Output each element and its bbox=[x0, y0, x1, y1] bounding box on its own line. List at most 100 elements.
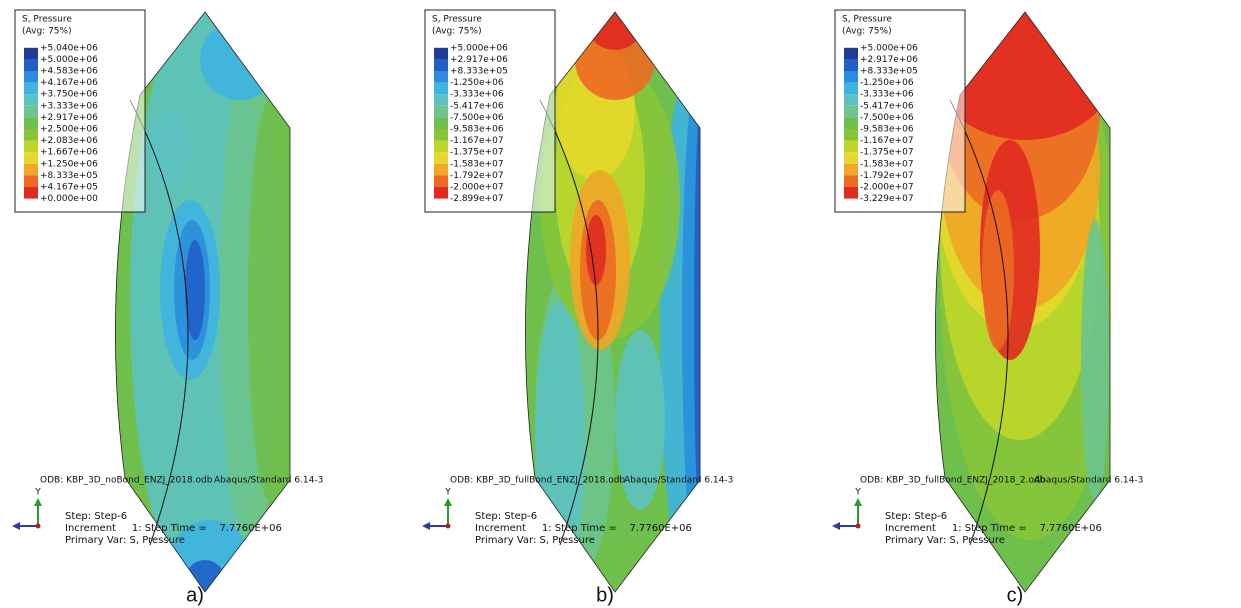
legend-label: +8.333e+05 bbox=[40, 171, 98, 181]
legend-label: -1.792e+07 bbox=[860, 171, 914, 181]
legend-swatch bbox=[24, 141, 38, 153]
legend-label: -3.333e+06 bbox=[860, 90, 914, 100]
legend-label: -9.583e+06 bbox=[450, 125, 504, 135]
legend-swatch bbox=[24, 48, 38, 60]
legend: S, Pressure(Avg: 75%)+5.000e+06+2.917e+0… bbox=[425, 10, 555, 212]
legend-swatch bbox=[434, 48, 448, 60]
legend-swatch bbox=[844, 129, 858, 141]
increment-info: Increment 1: Step Time = 7.7760E+06 bbox=[65, 523, 282, 534]
triad-y-head bbox=[444, 498, 452, 506]
legend-label: +5.000e+06 bbox=[860, 43, 918, 53]
legend-label: +5.040e+06 bbox=[40, 43, 98, 53]
legend-swatch bbox=[24, 117, 38, 129]
panel-label: a) bbox=[186, 584, 204, 606]
legend-label: -1.792e+07 bbox=[450, 171, 504, 181]
legend-label: +1.250e+06 bbox=[40, 159, 98, 169]
legend-label: +0.000e+00 bbox=[40, 194, 98, 204]
legend-swatch bbox=[434, 164, 448, 176]
legend-swatch bbox=[844, 71, 858, 83]
legend-label: +2.083e+06 bbox=[40, 136, 98, 146]
legend-swatch bbox=[24, 94, 38, 106]
legend-label: -1.167e+07 bbox=[450, 136, 504, 146]
legend-swatch bbox=[844, 106, 858, 118]
odb-name: ODB: KBP_3D_fullBond_ENZJ_2018_2.odb bbox=[860, 476, 1046, 486]
legend-label: -3.229e+07 bbox=[860, 194, 914, 204]
page: S, Pressure (Avg: 75%) +5.040e+06 +5.000e+0… bbox=[0, 0, 1241, 608]
legend-swatch bbox=[24, 59, 38, 71]
contour-band bbox=[982, 190, 1014, 350]
legend-swatch bbox=[434, 141, 448, 153]
legend-swatch bbox=[434, 71, 448, 83]
legend-swatch bbox=[844, 164, 858, 176]
contour-panel: S, Pressure(Avg: 75%)+5.000e+06+2.917e+0… bbox=[422, 0, 775, 608]
legend-avg: (Avg: 75%) bbox=[842, 27, 892, 37]
legend-swatch bbox=[24, 175, 38, 187]
legend-label: +1.667e+06 bbox=[40, 148, 98, 158]
triad-y-head bbox=[34, 498, 42, 506]
legend-label: +2.500e+06 bbox=[40, 125, 98, 135]
legend-swatch bbox=[24, 83, 38, 95]
triad-origin bbox=[446, 524, 451, 529]
legend-swatch bbox=[24, 164, 38, 176]
legend: S, Pressure (Avg: 75%) +5.000e+06 +2.917e+0… bbox=[835, 10, 965, 212]
legend-swatch bbox=[434, 152, 448, 164]
contour-band bbox=[150, 110, 190, 190]
legend-swatch bbox=[24, 106, 38, 118]
legend-title: S, Pressure bbox=[432, 15, 482, 25]
legend-label: -2.000e+07 bbox=[860, 183, 914, 193]
contour-panel: S, Pressure (Avg: 75%) +5.000e+06 +2.917e+0… bbox=[832, 0, 1185, 608]
triad-axis-label: Y bbox=[444, 488, 451, 498]
legend-label: -1.375e+07 bbox=[860, 148, 914, 158]
legend-swatch bbox=[24, 71, 38, 83]
legend-label: +5.000e+06 bbox=[450, 43, 508, 53]
legend-avg: (Avg: 75%) bbox=[22, 27, 72, 37]
odb-name: ODB: KBP_3D_fullBond_ENZJ_2018.odb bbox=[450, 476, 625, 486]
increment-info: Increment 1: Step Time = 7.7760E+06 bbox=[475, 523, 692, 534]
legend-swatch bbox=[844, 175, 858, 187]
legend-label: +3.750e+06 bbox=[40, 90, 98, 100]
contour-band bbox=[1081, 220, 1109, 500]
legend: S, Pressure (Avg: 75%) +5.040e+06 +5.000e+0… bbox=[15, 10, 145, 212]
legend-label: +5.000e+06 bbox=[40, 55, 98, 65]
triad-x-head bbox=[832, 522, 840, 530]
odb-name: ODB: KBP_3D_noBond_ENZJ_2018.odb bbox=[40, 476, 213, 486]
legend-swatch bbox=[844, 141, 858, 153]
legend-label: -9.583e+06 bbox=[860, 125, 914, 135]
panel-label: c) bbox=[1007, 584, 1024, 606]
legend-title: S, Pressure bbox=[842, 15, 892, 25]
legend-label: -3.333e+06 bbox=[450, 90, 504, 100]
contour-band bbox=[590, 10, 640, 50]
solver-version: Abaqus/Standard 6.14-3 bbox=[1034, 476, 1143, 486]
legend-label: -1.167e+07 bbox=[860, 136, 914, 146]
legend-swatch bbox=[434, 83, 448, 95]
legend-label: -5.417e+06 bbox=[860, 101, 914, 111]
legend-label: -1.250e+06 bbox=[450, 78, 504, 88]
solver-version: Abaqus/Standard 6.14-3 bbox=[624, 476, 733, 486]
legend-swatch bbox=[844, 59, 858, 71]
legend-swatch bbox=[434, 94, 448, 106]
primary-var: Primary Var: S, Pressure bbox=[885, 535, 1005, 546]
legend-swatch bbox=[434, 187, 448, 199]
panel-label: b) bbox=[596, 584, 614, 606]
legend-label: +2.917e+06 bbox=[860, 55, 918, 65]
contour-band bbox=[248, 100, 292, 500]
triad-origin bbox=[856, 524, 861, 529]
legend-title: S, Pressure bbox=[22, 15, 72, 25]
contour-panel: S, Pressure (Avg: 75%) +5.040e+06 +5.000e+0… bbox=[12, 0, 365, 608]
legend-label: -1.583e+07 bbox=[860, 159, 914, 169]
legend-swatch bbox=[434, 106, 448, 118]
legend-swatch bbox=[844, 48, 858, 60]
legend-swatch bbox=[844, 94, 858, 106]
legend-avg: (Avg: 75%) bbox=[432, 27, 482, 37]
legend-label: +2.917e+06 bbox=[40, 113, 98, 123]
legend-label: -5.417e+06 bbox=[450, 101, 504, 111]
triad-x-head bbox=[12, 522, 20, 530]
contour-band bbox=[586, 215, 606, 285]
legend-label: +4.583e+06 bbox=[40, 67, 98, 77]
figure: S, Pressure (Avg: 75%) +5.040e+06 +5.000e+0… bbox=[0, 0, 1241, 608]
triad-origin bbox=[36, 524, 41, 529]
legend-label: +4.167e+06 bbox=[40, 78, 98, 88]
increment-info: Increment 1: Step Time = 7.7760E+06 bbox=[885, 523, 1102, 534]
step-info: Step: Step-6 bbox=[475, 511, 537, 522]
legend-label: -1.250e+06 bbox=[860, 78, 914, 88]
